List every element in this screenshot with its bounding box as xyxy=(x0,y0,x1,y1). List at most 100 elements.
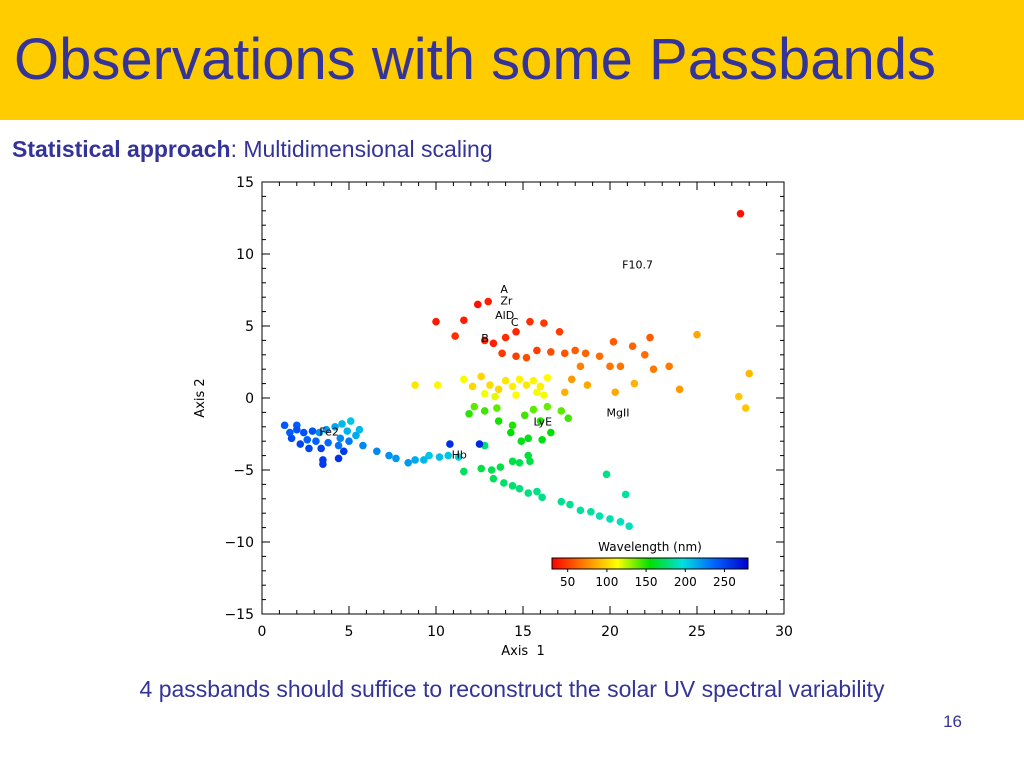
scatter-point xyxy=(540,319,548,327)
scatter-point xyxy=(508,482,517,490)
point-annotation: A xyxy=(500,283,508,296)
scatter-point xyxy=(319,460,327,469)
scatter-point xyxy=(385,451,393,460)
scatter-point xyxy=(475,440,484,448)
scatter-point xyxy=(339,447,348,456)
scatter-point xyxy=(616,362,625,371)
scatter-point xyxy=(494,417,503,425)
scatter-point xyxy=(649,365,658,373)
scatter-point xyxy=(296,440,305,448)
scatter-point xyxy=(404,459,412,467)
scatter-point xyxy=(477,464,486,473)
slide-title: Observations with some Passbands xyxy=(14,27,936,92)
scatter-point xyxy=(338,420,346,428)
slide-subtitle: Statistical approach: Multidimensional s… xyxy=(12,136,493,163)
scatter-point xyxy=(411,456,419,464)
scatter-point xyxy=(595,512,604,520)
scatter-point xyxy=(522,381,531,389)
scatter-point xyxy=(515,459,524,467)
scatter-point xyxy=(508,421,517,430)
point-annotation: Zr xyxy=(500,294,513,307)
scatter-point xyxy=(460,375,468,384)
scatter-point xyxy=(536,417,545,425)
scatter-point xyxy=(567,375,576,384)
x-tick-label: 0 xyxy=(258,624,267,640)
scatter-point xyxy=(520,411,529,420)
scatter-point xyxy=(280,421,289,430)
colorbar-tick-label: 250 xyxy=(713,575,736,589)
subtitle-rest: : Multidimensional scaling xyxy=(230,136,493,162)
scatter-point xyxy=(515,484,524,493)
scatter-point xyxy=(641,351,649,359)
scatter-point xyxy=(621,490,630,499)
scatter-point xyxy=(512,352,520,361)
scatter-point xyxy=(460,467,468,476)
scatter-point xyxy=(435,453,444,461)
scatter-point xyxy=(560,388,569,397)
scatter-point xyxy=(305,444,313,453)
scatter-point xyxy=(411,381,419,389)
scatter-point xyxy=(355,425,364,434)
scatter-point xyxy=(468,382,477,391)
colorbar-gradient xyxy=(551,557,749,570)
colorbar-tick-label: 50 xyxy=(560,575,575,589)
scatter-point xyxy=(322,425,331,434)
scatter-point xyxy=(606,362,614,371)
scatter-point xyxy=(446,440,454,448)
scatter-point xyxy=(508,457,517,466)
scatter-point xyxy=(675,385,684,394)
scatter-point xyxy=(595,352,604,361)
scatter-point xyxy=(336,434,345,443)
scatter-point xyxy=(512,391,520,399)
colorbar-tick-label: 150 xyxy=(635,575,658,589)
point-annotation: Fe2 xyxy=(319,425,339,438)
x-tick-label: 15 xyxy=(514,624,532,640)
scatter-point xyxy=(420,456,428,464)
scatter-point xyxy=(312,437,320,446)
plot-frame xyxy=(261,181,785,615)
scatter-point xyxy=(543,402,552,411)
y-tick-label: −15 xyxy=(224,607,254,623)
scatter-point xyxy=(547,428,555,437)
scatter-point xyxy=(693,330,701,339)
scatter-point xyxy=(315,428,324,437)
scatter-point xyxy=(392,454,400,463)
colorbar-tick-label: 100 xyxy=(595,575,618,589)
point-annotation: LyE xyxy=(533,415,552,428)
scatter-point xyxy=(508,382,517,391)
scatter-point xyxy=(646,333,654,342)
scatter-point xyxy=(533,388,541,397)
scatter-point xyxy=(486,381,494,389)
scatter-point xyxy=(526,457,534,466)
scatter-point xyxy=(425,451,433,460)
scatter-point xyxy=(576,506,585,515)
scatter-point xyxy=(451,332,459,340)
scatter-point xyxy=(484,297,493,306)
scatter-point xyxy=(529,376,538,385)
scatter-point xyxy=(293,425,301,434)
colorbar-tick-label: 200 xyxy=(674,575,697,589)
scatter-point xyxy=(524,489,533,497)
scatter-point xyxy=(498,349,506,358)
scatter-point xyxy=(734,392,743,401)
point-annotation: B xyxy=(481,332,489,345)
scatter-point xyxy=(496,463,505,471)
scatter-point xyxy=(444,451,452,460)
point-annotation: MgII xyxy=(607,407,630,420)
x-tick-label: 20 xyxy=(601,624,619,640)
scatter-point xyxy=(432,317,440,326)
x-tick-label: 25 xyxy=(688,624,706,640)
scatter-point xyxy=(317,444,325,453)
scatter-point xyxy=(665,362,673,371)
page-number: 16 xyxy=(943,712,962,731)
scatter-point xyxy=(566,500,574,509)
scatter-point xyxy=(547,348,555,356)
scatter-point xyxy=(517,437,526,446)
scatter-point xyxy=(501,376,510,385)
scatter-point xyxy=(454,453,463,461)
point-annotation: Hb xyxy=(452,448,467,461)
scatter-point xyxy=(493,404,501,412)
scatter-point xyxy=(533,487,541,496)
scatter-point xyxy=(433,381,442,389)
